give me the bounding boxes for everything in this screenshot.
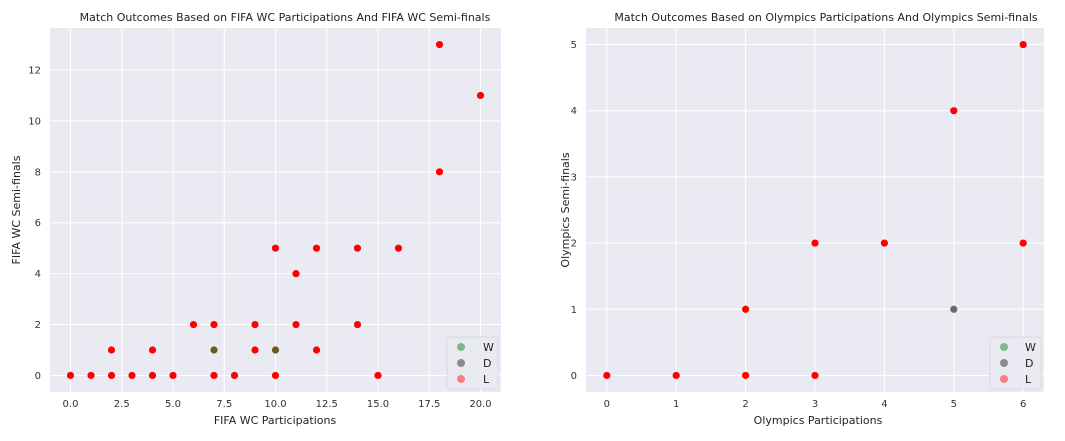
fifa-points: [66, 40, 485, 380]
fifa-data-point: [169, 371, 177, 380]
olympics-data-point: [880, 239, 888, 247]
olympics-legend-l-marker: [1000, 375, 1008, 383]
olympics-x-tick-label: 0: [604, 399, 610, 410]
fifa-x-tick-label: 7.5: [216, 399, 232, 410]
olympics-data-point: [1019, 40, 1027, 49]
fifa-data-point: [148, 346, 157, 354]
fifa-data-point: [189, 320, 198, 329]
fifa-legend-l-label: L: [483, 373, 490, 386]
fifa-data-point: [210, 346, 218, 354]
fifa-x-tick-label: 12.5: [316, 399, 338, 410]
fifa-data-point: [476, 91, 485, 100]
fifa-chart: Match Outcomes Based on FIFA WC Particip…: [10, 11, 501, 427]
fifa-y-tick-label: 8: [35, 167, 41, 178]
fifa-x-tick-label: 10.0: [264, 399, 286, 410]
olympics-x-tick-label: 1: [673, 399, 679, 410]
olympics-legend: W D L: [989, 336, 1042, 390]
fifa-data-point: [312, 244, 321, 252]
fifa-chart-title: Match Outcomes Based on FIFA WC Particip…: [80, 11, 491, 24]
olympics-data-point: [603, 371, 611, 380]
olympics-x-tick-label: 6: [1020, 399, 1026, 410]
fifa-data-point: [128, 371, 136, 380]
fifa-data-point: [66, 371, 75, 380]
olympics-x-tick-label: 3: [812, 399, 818, 410]
fifa-x-tick-label: 5.0: [165, 399, 181, 410]
fifa-data-point: [374, 371, 382, 380]
fifa-x-tick-label: 20.0: [469, 399, 491, 410]
olympics-legend-w-marker: [1000, 343, 1008, 351]
fifa-y-tick-label: 4: [35, 269, 41, 280]
olympics-y-label: Olympics Semi-finals: [559, 152, 572, 267]
olympics-x-ticks: 0 1 2 3 4 5 6: [604, 399, 1027, 410]
fifa-data-point: [271, 346, 280, 354]
fifa-x-tick-label: 17.5: [418, 399, 440, 410]
fifa-data-point: [251, 346, 259, 354]
fifa-legend-d-label: D: [483, 357, 491, 370]
olympics-legend-d-marker: [1000, 359, 1008, 367]
fifa-y-tick-label: 10: [28, 116, 41, 127]
fifa-legend-d-marker: [457, 359, 465, 367]
olympics-y-tick-label: 2: [571, 239, 577, 250]
olympics-data-point: [1019, 239, 1027, 247]
fifa-data-point: [292, 270, 300, 278]
olympics-x-label: Olympics Participations: [754, 414, 883, 427]
fifa-data-point: [312, 346, 321, 354]
fifa-data-point: [353, 244, 362, 252]
fifa-data-point: [435, 168, 444, 176]
fifa-legend: W D L: [446, 336, 499, 390]
olympics-data-point: [742, 305, 750, 313]
fifa-data-point: [148, 371, 157, 380]
fifa-x-tick-label: 2.5: [114, 399, 130, 410]
fifa-data-point: [107, 371, 116, 380]
fifa-y-tick-label: 12: [28, 66, 41, 77]
fifa-data-point: [271, 244, 280, 252]
fifa-data-point: [251, 320, 259, 329]
fifa-data-point: [230, 371, 239, 380]
olympics-chart: Match Outcomes Based on Olympics Partici…: [559, 11, 1044, 427]
olympics-x-tick-label: 5: [951, 399, 957, 410]
olympics-data-point: [950, 107, 958, 115]
fifa-x-label: FIFA WC Participations: [214, 414, 337, 427]
olympics-data-point: [811, 371, 819, 380]
olympics-points: [603, 40, 1027, 380]
fifa-x-tick-label: 15.0: [367, 399, 389, 410]
olympics-y-tick-label: 1: [571, 305, 577, 316]
fifa-y-tick-label: 6: [35, 218, 41, 229]
fifa-data-point: [107, 346, 116, 354]
olympics-x-tick-label: 2: [742, 399, 748, 410]
fifa-legend-w-label: W: [483, 341, 494, 354]
olympics-y-tick-label: 5: [571, 40, 577, 51]
olympics-legend-d-label: D: [1025, 357, 1033, 370]
olympics-chart-title: Match Outcomes Based on Olympics Partici…: [614, 11, 1038, 24]
olympics-data-point: [672, 371, 680, 380]
olympics-y-ticks: 0 1 2 3 4 5: [571, 40, 577, 382]
fifa-y-ticks: 0 2 4 6 8 10 12: [28, 66, 41, 382]
fifa-data-point: [353, 320, 362, 329]
fifa-y-label: FIFA WC Semi-finals: [10, 155, 23, 264]
fifa-y-tick-label: 2: [35, 320, 41, 331]
fifa-data-point: [394, 244, 403, 252]
fifa-x-ticks: 0.0 2.5 5.0 7.5 10.0 12.5 15.0 17.5 20.0: [63, 399, 492, 410]
fifa-data-point: [292, 320, 300, 329]
fifa-legend-l-marker: [457, 375, 465, 383]
fifa-data-point: [435, 40, 444, 49]
olympics-x-tick-label: 4: [881, 399, 887, 410]
olympics-y-tick-label: 4: [571, 106, 577, 117]
olympics-legend-l-label: L: [1025, 373, 1032, 386]
olympics-data-point: [950, 305, 958, 313]
olympics-y-tick-label: 3: [571, 172, 577, 183]
fifa-x-tick-label: 0.0: [63, 399, 79, 410]
olympics-data-point: [811, 239, 819, 247]
fifa-data-point: [210, 320, 218, 329]
olympics-y-tick-label: 0: [571, 371, 577, 382]
fifa-data-point: [87, 371, 95, 380]
fifa-data-point: [210, 371, 218, 380]
fifa-legend-w-marker: [457, 343, 465, 351]
fifa-data-point: [271, 371, 280, 380]
olympics-data-point: [742, 371, 750, 380]
fifa-y-tick-label: 0: [35, 371, 41, 382]
olympics-legend-w-label: W: [1025, 341, 1036, 354]
